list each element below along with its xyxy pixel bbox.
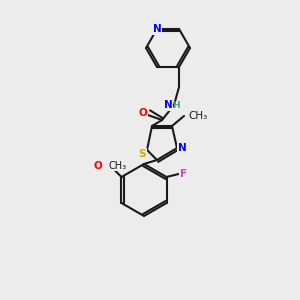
Text: S: S: [138, 149, 146, 159]
Text: CH₃: CH₃: [188, 111, 207, 121]
Text: O: O: [93, 161, 102, 171]
Text: H: H: [172, 100, 180, 109]
Text: CH₃: CH₃: [109, 161, 127, 171]
Text: N: N: [178, 143, 186, 153]
Text: O: O: [139, 108, 147, 118]
Text: N: N: [164, 100, 172, 110]
Text: F: F: [180, 169, 187, 179]
Text: N: N: [153, 24, 161, 34]
